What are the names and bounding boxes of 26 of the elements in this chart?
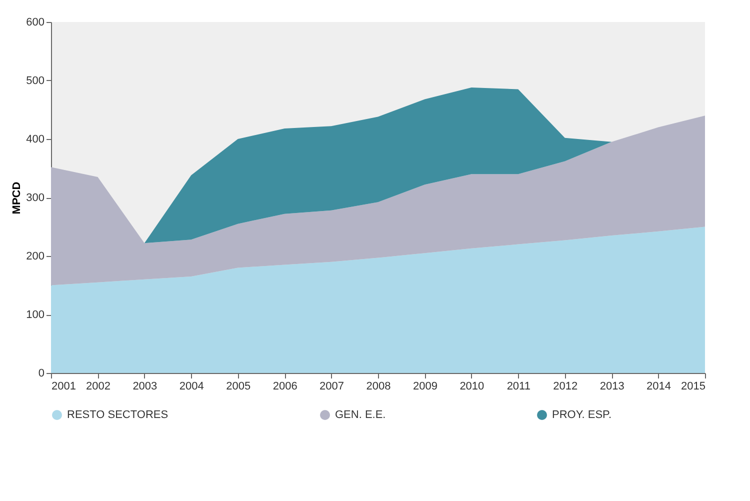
y-axis-title: MPCD xyxy=(11,182,24,214)
y-tick-label: 600 xyxy=(26,16,44,28)
x-tick-label: 2013 xyxy=(600,380,624,392)
x-tick-label: 2005 xyxy=(226,380,251,392)
y-tick-label: 100 xyxy=(26,309,44,321)
y-tick-label: 0 xyxy=(38,368,44,380)
x-tick-label: 2012 xyxy=(553,380,578,392)
x-tick-label: 2002 xyxy=(86,380,110,392)
x-tick-label: 2014 xyxy=(646,380,672,392)
y-tick-label: 200 xyxy=(26,250,44,262)
x-tick-label: 2003 xyxy=(132,380,158,392)
legend-label: PROY. ESP. xyxy=(552,409,612,421)
x-tick-label: 2007 xyxy=(320,380,344,392)
x-tick-label: 2011 xyxy=(506,380,530,392)
x-tick-label: 2015 xyxy=(681,380,706,392)
x-tick-label: 2001 xyxy=(52,380,76,392)
legend-label: RESTO SECTORES xyxy=(67,409,168,421)
y-tick-label: 300 xyxy=(26,192,44,204)
x-tick-label: 2004 xyxy=(179,380,204,392)
y-tick-label: 400 xyxy=(26,134,44,146)
y-tick-label: 500 xyxy=(26,75,44,87)
x-tick-label: 2006 xyxy=(272,380,298,392)
x-tick-label: 2009 xyxy=(412,380,438,392)
x-tick-label: 2008 xyxy=(366,380,391,392)
legend-label: GEN. E.E. xyxy=(335,409,386,421)
x-tick-label: 2010 xyxy=(460,380,484,392)
